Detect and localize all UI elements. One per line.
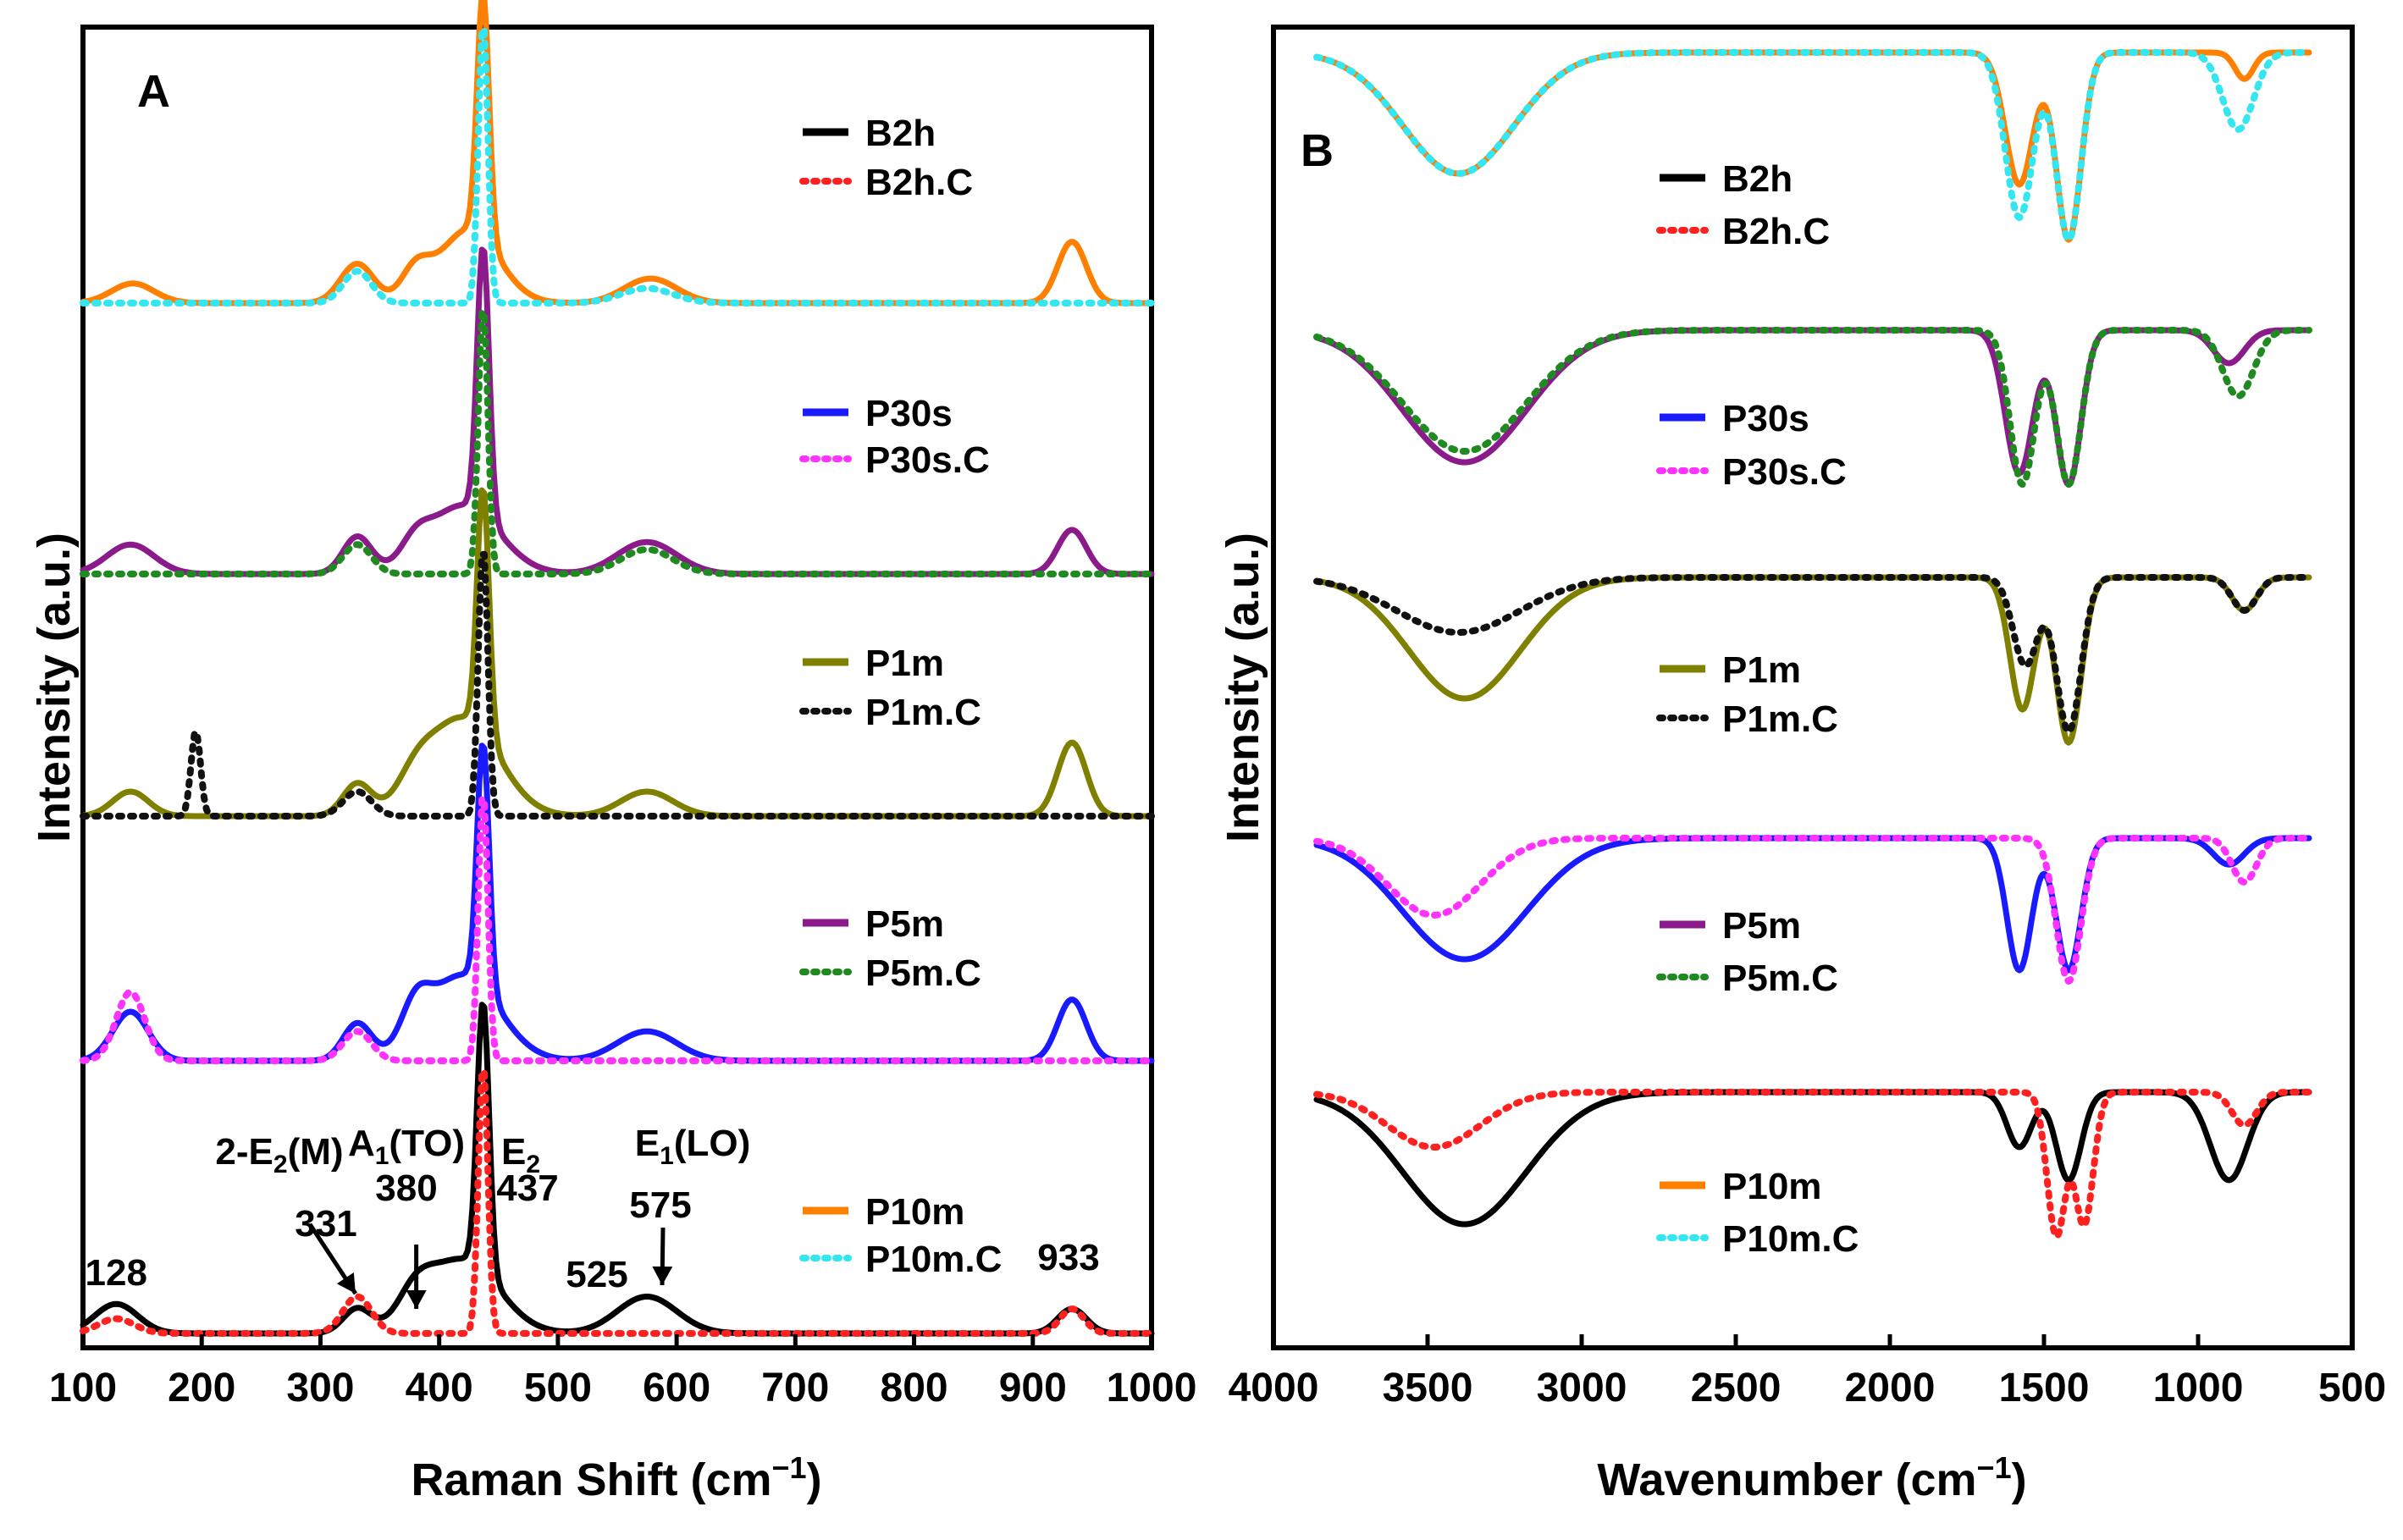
- panel-a-series: [80, 0, 1155, 1337]
- panel-a-ticks: 100 200 300 400 500 600 700 800 900 1000: [49, 1334, 1196, 1410]
- panel-b-frame: [1271, 25, 2355, 1350]
- raman-xtick-label-100: 100: [49, 1366, 117, 1410]
- raman-xtick-label-500: 500: [524, 1366, 592, 1410]
- raman-anno-a-1-to-3: A1(TO): [348, 1123, 465, 1170]
- ftir-series-p10m-c: [1313, 49, 2312, 244]
- ftir-xtick-label-1000: 1000: [2153, 1366, 2244, 1410]
- raman-legend-label-p10m-c: P10m.C: [865, 1239, 1002, 1280]
- ftir-legend-label-b2h-c: B2h.C: [1722, 211, 1830, 252]
- ftir-legend-label-b2h: B2h: [1722, 158, 1793, 200]
- ftir-legend-label-p10m-c: P10m.C: [1722, 1218, 1859, 1260]
- raman-anno-575-9: 575: [629, 1184, 691, 1226]
- panel-a-xlabel: Raman Shift (cm−1): [411, 1450, 821, 1505]
- raman-xtick-label-1000: 1000: [1107, 1366, 1197, 1410]
- panel-b-letter: B: [1301, 125, 1334, 176]
- raman-legend-label-p30s: P30s: [865, 393, 953, 434]
- raman-xtick-label-900: 900: [999, 1366, 1067, 1410]
- raman-xtick-label-800: 800: [881, 1366, 948, 1410]
- ftir-series-p5m-c: [1313, 327, 2312, 488]
- panel-a-raman: 100 200 300 400 500 600 700 800 900 1000 B2h B2h.C…: [29, 0, 1196, 1505]
- ftir-series-p30s-c: [1313, 835, 2312, 985]
- ftir-legend-label-p30s-c: P30s.C: [1722, 451, 1847, 493]
- panel-a-ylabel: Intensity (a.u.): [29, 533, 80, 842]
- raman-series-p1m-c: [80, 550, 1155, 820]
- raman-legend-label-p1m-c: P1m.C: [865, 692, 981, 733]
- panel-b-ticks: 4000 3500 3000 2500 2000 1500 1000 500: [1229, 1334, 2386, 1410]
- raman-xtick-label-400: 400: [406, 1366, 473, 1410]
- panel-b-xlabel-main: Wavenumber (cm: [1597, 1454, 1976, 1505]
- panel-a-xlabel-end: ): [807, 1454, 822, 1505]
- raman-legend-label-p30s-c: P30s.C: [865, 439, 990, 481]
- ftir-legend-label-p30s: P30s: [1722, 398, 1809, 439]
- raman-series-p30s-c: [80, 795, 1155, 1064]
- raman-xtick-label-200: 200: [168, 1366, 235, 1410]
- ftir-xtick-label-4000: 4000: [1229, 1366, 1319, 1410]
- raman-anno-arrowhead-2: [652, 1266, 673, 1285]
- ftir-series-b2h-c: [1313, 1089, 2312, 1240]
- ftir-xtick-label-2000: 2000: [1845, 1366, 1936, 1410]
- raman-series-b2h-c: [80, 1068, 1155, 1337]
- raman-series-p10m-c: [80, 25, 1155, 306]
- raman-series-p30s: [80, 742, 1155, 1064]
- ftir-xtick-label-3500: 3500: [1383, 1366, 1473, 1410]
- raman-anno-2-e-2-m-1: 2-E2(M): [215, 1131, 343, 1178]
- ftir-legend-label-p10m: P10m: [1722, 1166, 1821, 1207]
- ftir-legend-label-p1m-c: P1m.C: [1722, 698, 1838, 740]
- raman-anno-e-1-lo-8: E1(LO): [635, 1123, 750, 1170]
- raman-xtick-label-700: 700: [761, 1366, 829, 1410]
- raman-anno-e-2-5: E2: [501, 1131, 540, 1178]
- panel-a-legend: B2h B2h.C P30s P30s.C P1m P1m.C P5m P5m.C P10m P1…: [799, 113, 1002, 1280]
- raman-legend-label-p5m-c: P5m.C: [865, 952, 981, 994]
- raman-legend-label-p10m: P10m: [865, 1191, 964, 1233]
- panel-a-xlabel-sup: −1: [772, 1450, 807, 1485]
- raman-xtick-label-600: 600: [643, 1366, 710, 1410]
- ftir-legend-label-p5m-c: P5m.C: [1722, 958, 1838, 999]
- raman-series-p10m: [80, 0, 1155, 306]
- ftir-xtick-label-3000: 3000: [1537, 1366, 1627, 1410]
- raman-anno-380-4: 380: [375, 1167, 437, 1209]
- panel-b-legend: B2h B2h.C P30s P30s.C P1m P1m.C P5m P5m.C P10m P1…: [1656, 158, 1859, 1260]
- panel-b-xlabel-sup: −1: [1977, 1450, 2012, 1485]
- raman-legend-label-b2h: B2h: [865, 113, 936, 154]
- ftir-series-p30s: [1313, 835, 2312, 974]
- panel-a-xlabel-main: Raman Shift (cm: [411, 1454, 771, 1505]
- panel-a-frame: [80, 25, 1154, 1350]
- panel-b-xlabel-end: ): [2012, 1454, 2027, 1505]
- ftir-xtick-label-2500: 2500: [1691, 1366, 1782, 1410]
- panel-a-letter: A: [137, 66, 170, 117]
- raman-series-p5m-c: [80, 308, 1155, 577]
- raman-anno-128-0: 128: [86, 1252, 147, 1294]
- raman-series-p1m: [80, 487, 1155, 820]
- raman-anno-arrowhead-0: [336, 1272, 356, 1294]
- raman-anno-437-6: 437: [496, 1167, 558, 1209]
- ftir-legend-label-p1m: P1m: [1722, 649, 1801, 691]
- panel-b-series: [1313, 49, 2312, 1240]
- raman-anno-331-2: 331: [295, 1203, 356, 1245]
- ftir-xtick-label-500: 500: [2318, 1366, 2386, 1410]
- panel-b-ftir: 4000 3500 3000 2500 2000 1500 1000 500 B2h B2h.C…: [1218, 25, 2386, 1505]
- ftir-series-p1m-c: [1313, 574, 2312, 736]
- ftir-xtick-label-1500: 1500: [1999, 1366, 2090, 1410]
- raman-legend-label-b2h-c: B2h.C: [865, 162, 973, 203]
- raman-anno-525-7: 525: [566, 1254, 627, 1295]
- raman-legend-label-p5m: P5m: [865, 903, 944, 945]
- panel-b-xlabel: Wavenumber (cm−1): [1597, 1450, 2026, 1505]
- raman-anno-arrowhead-1: [406, 1290, 427, 1309]
- ftir-legend-label-p5m: P5m: [1722, 905, 1801, 947]
- panel-b-ylabel: Intensity (a.u.): [1218, 533, 1268, 842]
- raman-legend-label-p1m: P1m: [865, 643, 944, 684]
- raman-anno-933-10: 933: [1037, 1237, 1099, 1278]
- raman-xtick-label-300: 300: [286, 1366, 354, 1410]
